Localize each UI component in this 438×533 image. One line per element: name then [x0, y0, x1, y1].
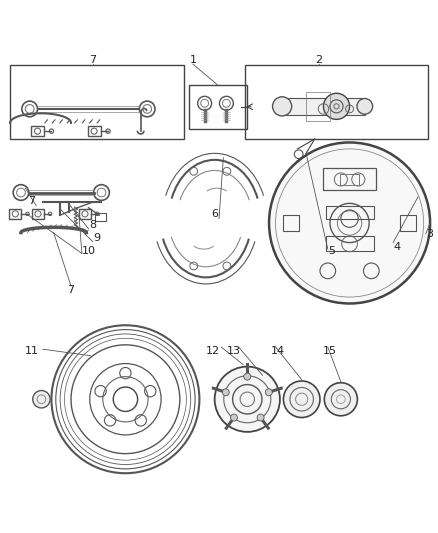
Bar — [188, 85, 247, 128]
Bar — [282, 98, 365, 115]
Text: 7: 7 — [67, 286, 74, 295]
Text: 2: 2 — [315, 55, 323, 65]
Circle shape — [257, 414, 264, 421]
Text: 7: 7 — [28, 196, 35, 206]
Circle shape — [244, 373, 251, 380]
Text: 4: 4 — [394, 242, 401, 252]
Circle shape — [357, 99, 373, 114]
Circle shape — [33, 391, 50, 408]
Bar — [10, 65, 184, 139]
Text: 10: 10 — [81, 246, 95, 256]
Text: 11: 11 — [25, 346, 39, 357]
Bar — [88, 126, 101, 136]
Bar — [325, 236, 374, 251]
Circle shape — [272, 97, 292, 116]
Text: 5: 5 — [328, 246, 336, 256]
Text: 14: 14 — [271, 346, 285, 357]
Circle shape — [215, 367, 280, 432]
Bar — [306, 92, 330, 120]
Text: 12: 12 — [205, 346, 219, 357]
Bar — [95, 213, 106, 221]
Bar — [283, 215, 299, 231]
Bar — [340, 174, 359, 184]
Bar — [79, 209, 91, 219]
Circle shape — [283, 381, 320, 417]
Text: 7: 7 — [89, 55, 96, 65]
Bar — [9, 209, 21, 219]
Bar — [400, 215, 416, 231]
Text: 8: 8 — [89, 220, 96, 230]
Text: 1: 1 — [189, 55, 196, 65]
Circle shape — [324, 383, 357, 416]
Bar — [245, 65, 428, 139]
Circle shape — [230, 414, 237, 421]
Circle shape — [323, 93, 350, 119]
Text: 13: 13 — [227, 346, 241, 357]
Text: 6: 6 — [211, 209, 218, 219]
Text: 9: 9 — [94, 233, 101, 243]
Circle shape — [265, 389, 272, 395]
Bar — [31, 126, 44, 136]
Bar — [323, 168, 376, 190]
Text: 15: 15 — [323, 346, 337, 357]
Bar — [325, 206, 374, 219]
Bar — [32, 209, 44, 219]
Text: 3: 3 — [427, 229, 434, 239]
Circle shape — [269, 142, 430, 303]
Circle shape — [222, 389, 229, 395]
